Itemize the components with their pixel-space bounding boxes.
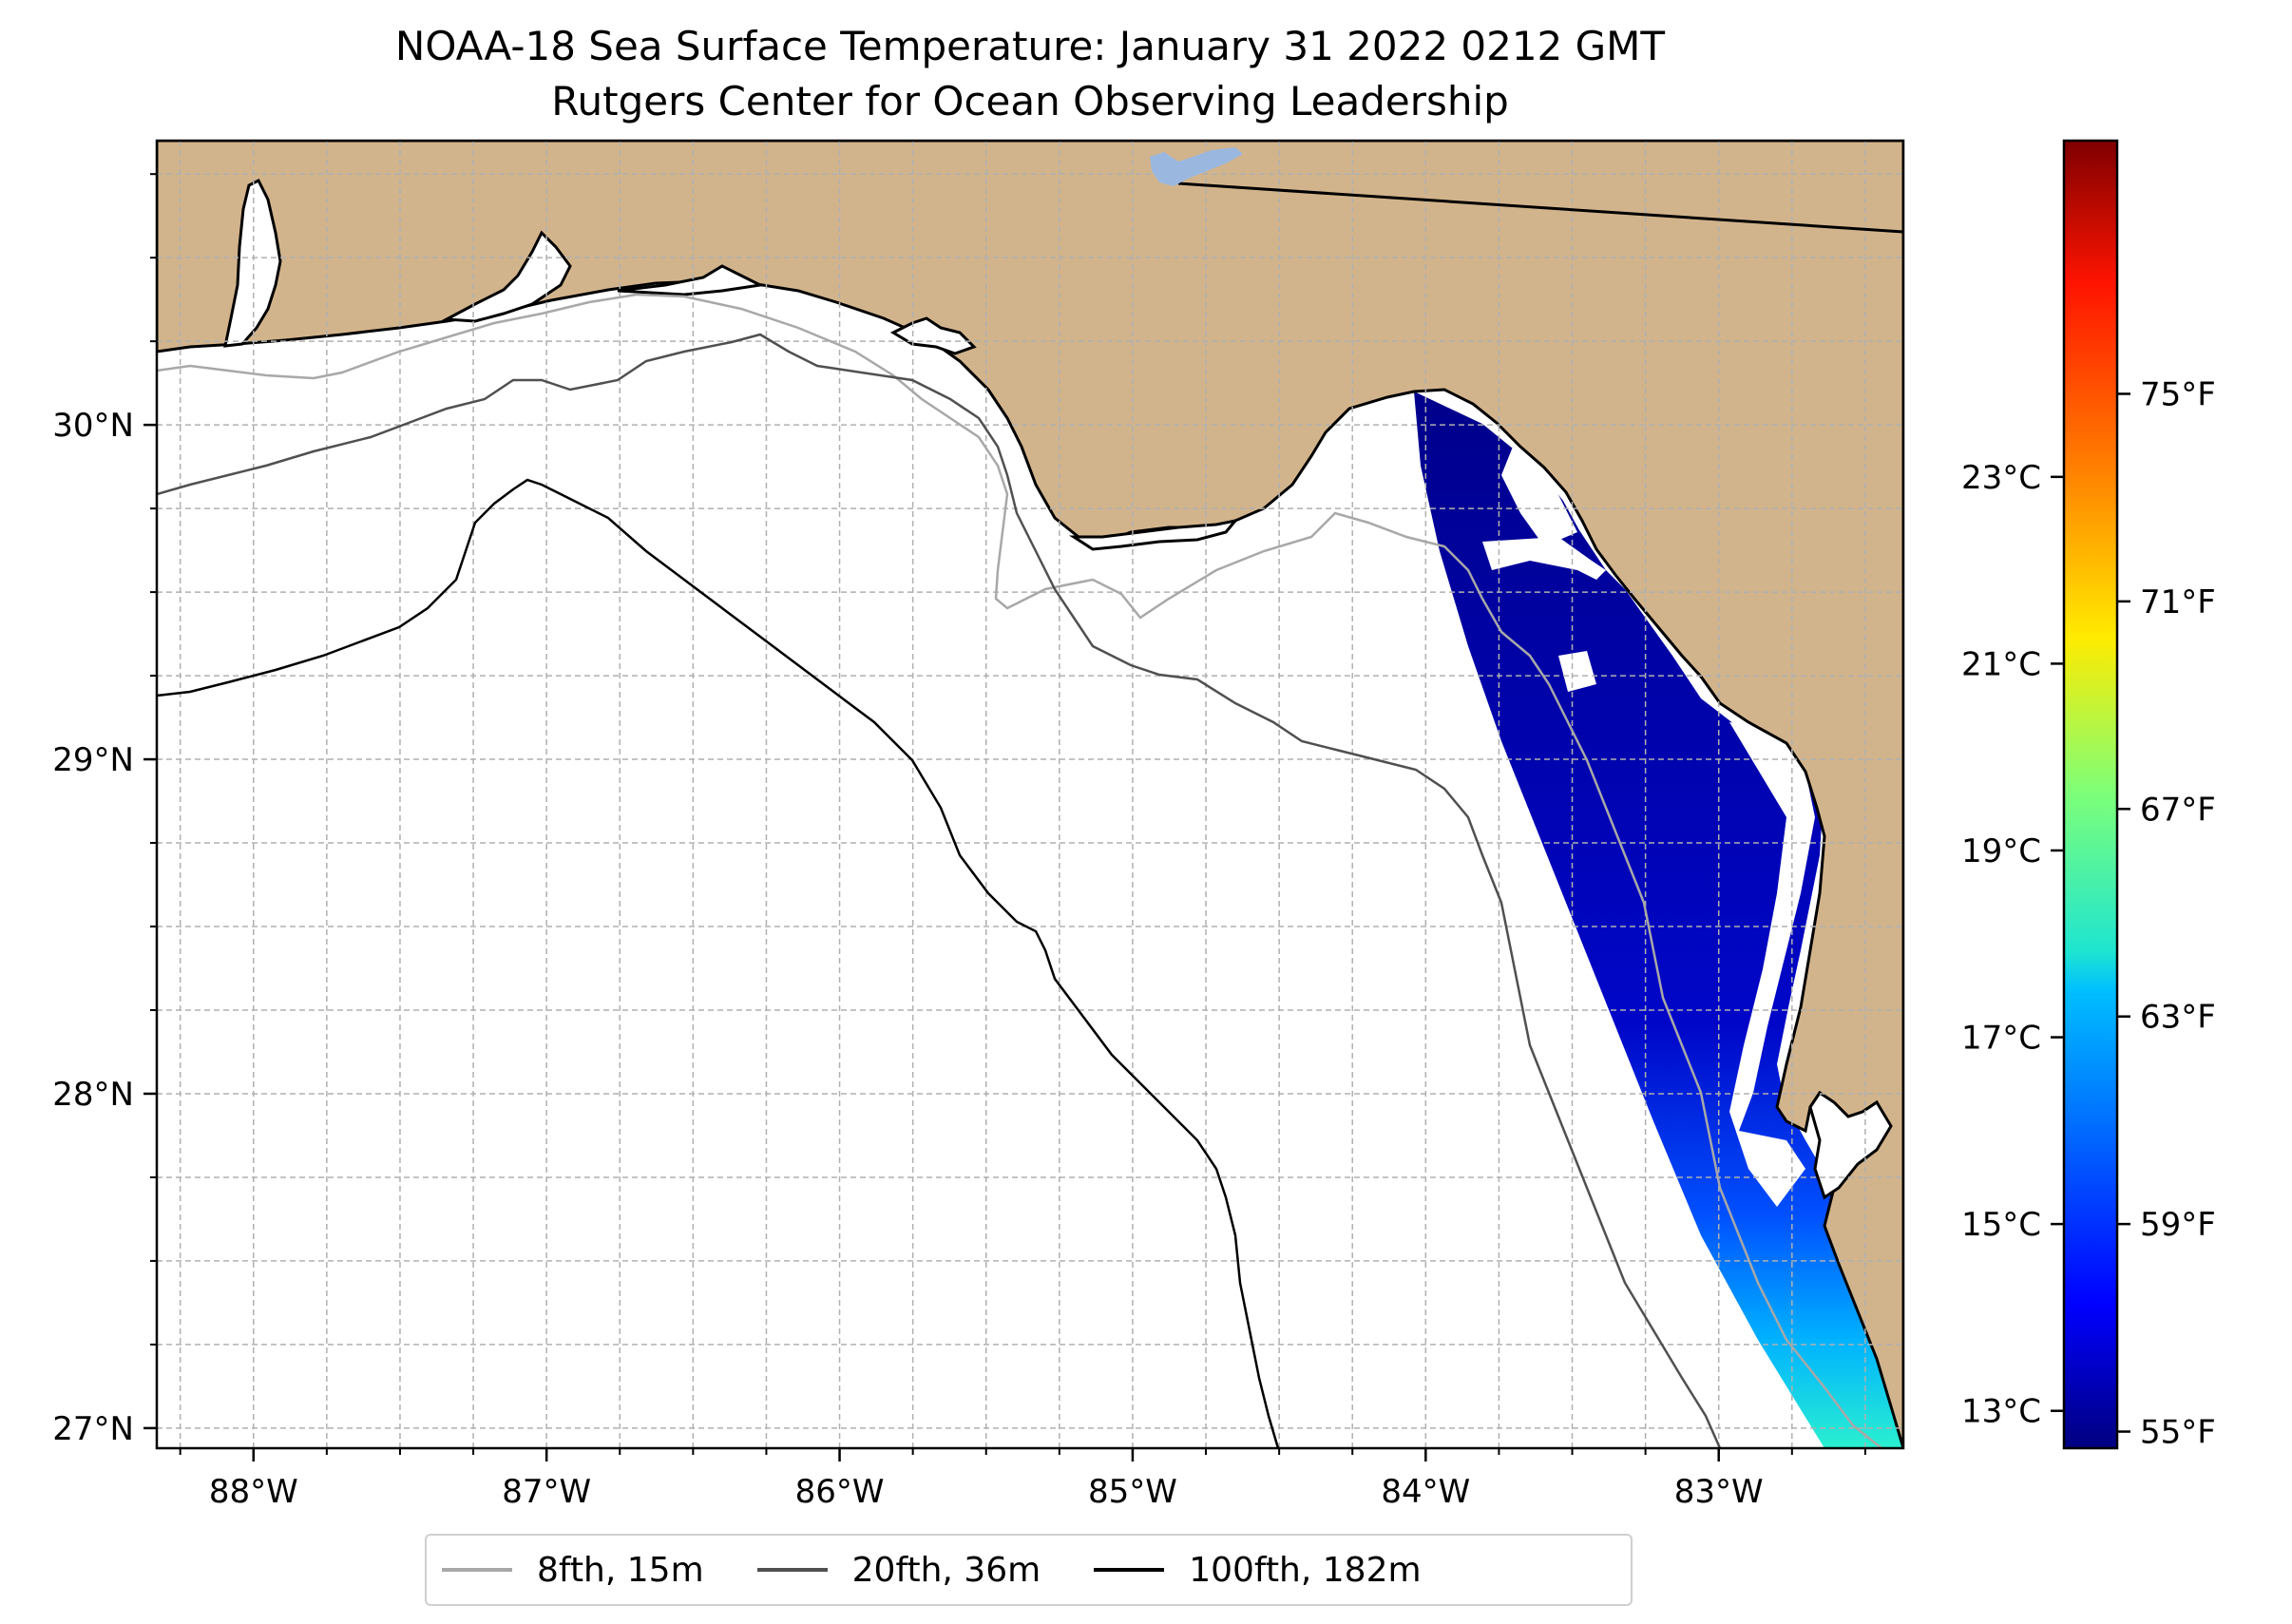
isobath-legend: 8fth, 15m 20fth, 36m 100fth, 182m xyxy=(425,1534,1633,1606)
celsius-tick-label: 21°C xyxy=(1961,645,2041,683)
lake xyxy=(1150,147,1243,186)
celsius-tick-label: 13°C xyxy=(1961,1393,2041,1431)
lon-tick-label: 84°W xyxy=(1381,1473,1470,1511)
sst-gap xyxy=(1501,447,1577,546)
legend-item-36m: 20fth, 36m xyxy=(756,1550,1041,1590)
sst-gap xyxy=(1558,651,1596,692)
celsius-tick-label: 17°C xyxy=(1961,1020,2041,1058)
lon-tick-label: 83°W xyxy=(1674,1473,1764,1511)
fahrenheit-tick-label: 55°F xyxy=(2140,1414,2216,1452)
legend-swatch-182m xyxy=(1094,1568,1165,1572)
legend-label-182m: 100fth, 182m xyxy=(1189,1550,1422,1590)
map-area xyxy=(157,141,1903,1448)
sst-gap xyxy=(1482,537,1606,580)
st-andrews-bay xyxy=(889,316,977,355)
celsius-tick-label: 23°C xyxy=(1961,459,2041,497)
colorbar-ticks: 13°C 15°C 17°C 19°C 21°C 23°C 55°F 59°F 63°F 67°F… xyxy=(1961,375,2216,1451)
lon-tick-label: 86°W xyxy=(795,1473,885,1511)
fahrenheit-tick-label: 71°F xyxy=(2140,583,2216,621)
celsius-tick-label: 19°C xyxy=(1961,832,2041,870)
choctawhatchee-bay xyxy=(617,264,765,296)
state-border xyxy=(1177,182,1903,234)
celsius-tick-label: 15°C xyxy=(1961,1206,2041,1244)
legend-label-36m: 20fth, 36m xyxy=(851,1550,1041,1590)
gridlines xyxy=(157,141,1903,1448)
isobath-15m xyxy=(157,293,1882,1448)
legend-item-15m: 8fth, 15m xyxy=(442,1551,704,1590)
isobath-182m xyxy=(157,478,1280,1448)
fahrenheit-tick-label: 59°F xyxy=(2140,1206,2216,1244)
isobath-36m xyxy=(157,333,1722,1448)
pensacola-bay xyxy=(441,230,572,323)
map-frame xyxy=(155,139,1905,1450)
lon-tick-label: 87°W xyxy=(502,1473,591,1511)
fahrenheit-tick-label: 63°F xyxy=(2140,999,2216,1037)
map-subtitle: Rutgers Center for Ocean Observing Leade… xyxy=(551,78,1509,124)
lat-tick-label: 29°N xyxy=(52,741,134,779)
fahrenheit-tick-label: 67°F xyxy=(2140,791,2216,829)
lat-tick-label: 28°N xyxy=(52,1076,134,1114)
lon-tick-label: 85°W xyxy=(1088,1473,1177,1511)
mobile-bay xyxy=(223,178,282,348)
apalachicola-bay xyxy=(1068,518,1239,551)
fahrenheit-tick-label: 75°F xyxy=(2140,375,2216,413)
legend-swatch-15m xyxy=(442,1568,512,1572)
tampa-bay xyxy=(1808,1090,1893,1200)
map-title: NOAA-18 Sea Surface Temperature: January… xyxy=(394,23,1666,69)
lat-tick-label: 30°N xyxy=(52,407,134,445)
axis-ticks: 88°W 87°W 86°W 85°W 84°W 83°W 27°N 28°N 29°N 30°N xyxy=(52,173,1866,1511)
lon-tick-label: 88°W xyxy=(209,1473,298,1511)
colorbar xyxy=(2062,139,2119,1450)
lat-tick-label: 27°N xyxy=(52,1410,134,1448)
legend-item-182m: 100fth, 182m xyxy=(1094,1550,1422,1590)
legend-label-15m: 8fth, 15m xyxy=(537,1550,704,1590)
legend-swatch-36m xyxy=(756,1568,828,1572)
